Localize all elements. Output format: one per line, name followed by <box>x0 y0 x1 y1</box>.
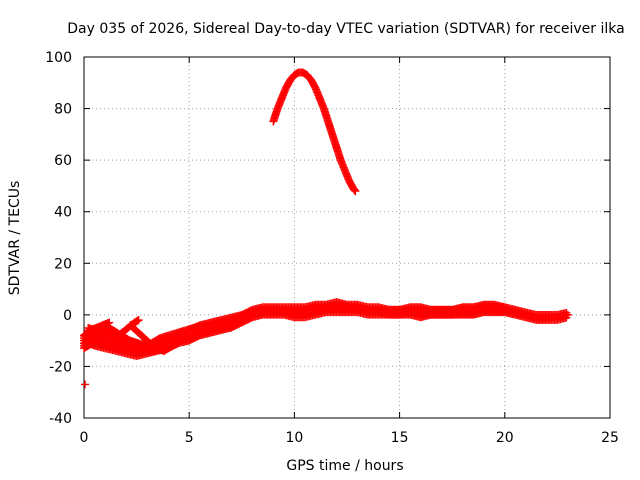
y-tick-label: -20 <box>49 359 72 375</box>
data-point-marker <box>197 323 206 332</box>
series-crossing-2 <box>105 316 143 348</box>
y-tick-label: 40 <box>54 205 72 221</box>
series-crossing-3 <box>126 321 194 355</box>
series-band-b <box>84 298 509 355</box>
data-point-marker <box>184 327 193 336</box>
data-point-marker <box>134 316 143 325</box>
tick-layer: 0 5 10 15 20 25 -40 -20 0 20 40 60 80 100 <box>45 50 619 446</box>
data-point-marker <box>351 187 360 196</box>
x-axis-label: GPS time / hours <box>286 458 403 474</box>
y-tick-label: 100 <box>45 50 72 66</box>
series-crossing-1 <box>80 318 114 340</box>
chart-title: Day 035 of 2026, Sidereal Day-to-day VTE… <box>67 21 624 37</box>
x-tick-label: 20 <box>496 430 514 446</box>
y-tick-label: 80 <box>54 102 72 118</box>
x-tick-label: 10 <box>285 430 303 446</box>
series-high-arc <box>269 68 360 196</box>
series-outlier <box>81 380 90 389</box>
data-layer <box>80 68 572 389</box>
data-point-marker <box>500 305 509 314</box>
x-tick-label: 15 <box>391 430 409 446</box>
data-point-marker <box>563 310 572 319</box>
data-point-marker <box>350 186 359 195</box>
y-tick-label: 0 <box>63 308 72 324</box>
series-band-c <box>80 321 206 355</box>
y-tick-label: -40 <box>49 411 72 427</box>
y-tick-label: 60 <box>54 153 72 169</box>
y-axis-label: SDTVAR / TECUs <box>7 181 23 296</box>
grid-layer <box>84 57 610 418</box>
data-point-marker <box>105 318 114 327</box>
y-tick-label: 20 <box>54 256 72 272</box>
plot-frame <box>83 56 611 419</box>
data-point-marker <box>350 185 359 194</box>
x-tick-label: 25 <box>601 430 619 446</box>
data-point-marker <box>81 380 90 389</box>
data-point-marker <box>185 326 194 335</box>
x-tick-label: 0 <box>80 430 89 446</box>
x-tick-label: 5 <box>185 430 194 446</box>
